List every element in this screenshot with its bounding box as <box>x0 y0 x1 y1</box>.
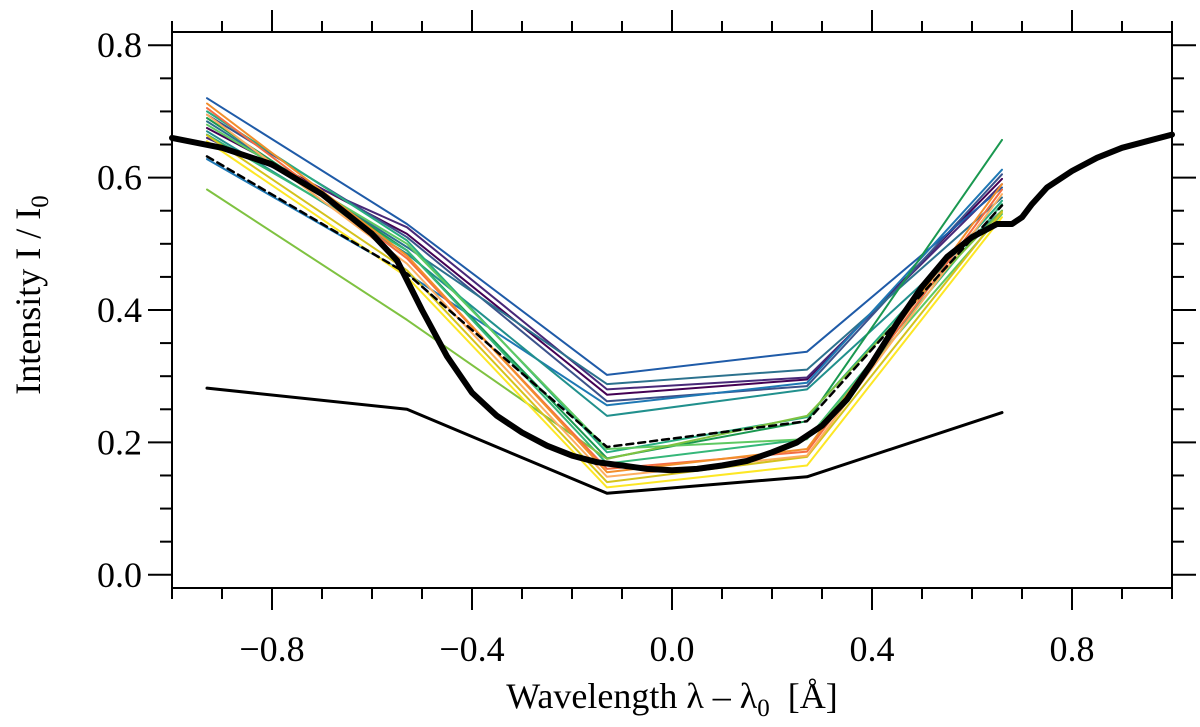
x-axis-title-subscript: 0 <box>757 695 770 722</box>
series-line-p3 <box>206 113 1003 403</box>
series-line-p8 <box>206 110 1003 454</box>
series-line-p4 <box>206 97 1003 376</box>
y-axis-title-subscript: 0 <box>27 195 54 208</box>
series-line-p13 <box>206 140 1003 489</box>
series-line-mean <box>205 155 1004 449</box>
x-tick-label: 0.0 <box>650 629 695 669</box>
y-tick-label: 0.8 <box>97 25 142 65</box>
x-tick-label: 0.4 <box>850 629 895 669</box>
x-axis-title-unit: [Å] <box>770 676 838 716</box>
y-axis-title-main: Intensity I / I <box>8 208 48 395</box>
tick-labels: −0.8 −0.4 0.0 0.4 0.8 0.0 0.2 0.4 0.6 0.8 <box>97 25 1095 669</box>
series-line-p6 <box>206 158 1003 407</box>
y-tick-label: 0.0 <box>97 555 142 595</box>
x-tick-label: 0.8 <box>1050 629 1095 669</box>
y-tick-label: 0.6 <box>97 158 142 198</box>
plot-frame <box>171 31 1173 589</box>
x-tick-label: −0.4 <box>439 629 504 669</box>
major-ticks <box>148 10 1196 610</box>
series-line-p12 <box>206 188 1003 460</box>
series-line-p15 <box>206 113 1003 478</box>
y-tick-label: 0.4 <box>97 290 142 330</box>
series-line-p14 <box>206 134 1003 484</box>
minor-ticks <box>160 21 1184 599</box>
y-tick-label: 0.2 <box>97 422 142 462</box>
series-line-minimum <box>205 386 1004 495</box>
x-axis-title-main: Wavelength λ – λ <box>506 676 757 716</box>
series-line-atlas <box>169 131 1175 474</box>
y-axis-title: Intensity I / I0 <box>8 195 54 394</box>
series-layer <box>169 97 1175 495</box>
x-tick-label: −0.8 <box>239 629 304 669</box>
x-axis-title: Wavelength λ – λ0 [Å] <box>506 676 837 722</box>
